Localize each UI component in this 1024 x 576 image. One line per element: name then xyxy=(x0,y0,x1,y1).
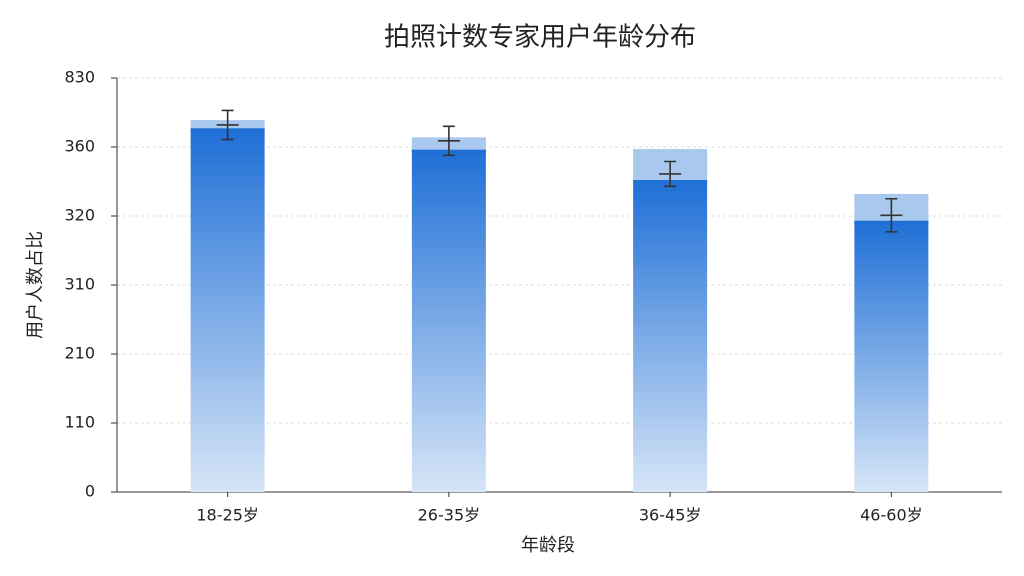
y-tick-label: 830 xyxy=(64,68,95,87)
bar xyxy=(854,220,929,492)
error-bar xyxy=(437,125,460,157)
x-tick-label: 18-25岁 xyxy=(196,506,259,525)
y-tick-label: 360 xyxy=(64,137,95,156)
bar xyxy=(633,180,708,492)
x-tick-label: 36-45岁 xyxy=(639,506,702,525)
y-tick-label: 110 xyxy=(64,413,95,432)
bar xyxy=(190,128,265,492)
x-axis-label: 年龄段 xyxy=(521,535,575,556)
x-tick-label: 26-35岁 xyxy=(418,506,481,525)
x-tick-label: 46-60岁 xyxy=(860,506,923,525)
bar xyxy=(411,149,486,492)
error-bar xyxy=(216,109,239,141)
y-axis-label: 用户人数占比 xyxy=(25,231,46,339)
y-tick-label: 310 xyxy=(64,275,95,294)
chart-title: 拍照计数专家用户年龄分布 xyxy=(384,23,696,53)
error-bar xyxy=(659,160,682,188)
error-bar xyxy=(880,197,903,233)
y-tick-label: 210 xyxy=(64,344,95,363)
y-tick-label: 320 xyxy=(64,206,95,225)
y-tick-label: 0 xyxy=(85,482,95,501)
